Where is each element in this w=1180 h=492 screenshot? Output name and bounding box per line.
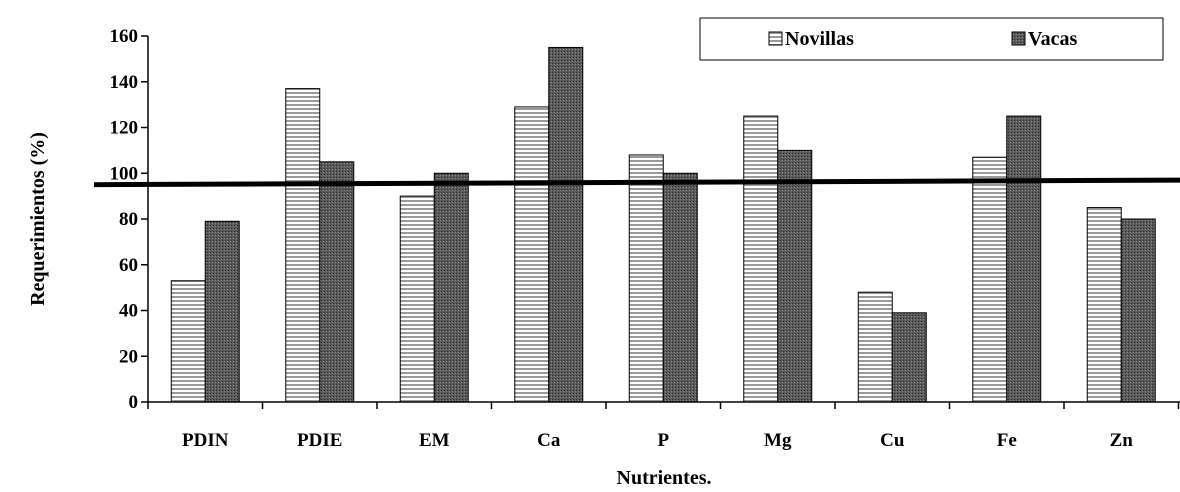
bar-novillas-pdie: [285, 88, 321, 403]
bar-vacas-mg: [777, 149, 813, 403]
x-tick-label: Fe: [997, 430, 1017, 451]
bar-novillas-em: [399, 195, 435, 403]
bar-novillas-cu: [857, 291, 893, 403]
bar-novillas-pdin: [170, 280, 206, 403]
legend: Novillas Vacas: [699, 17, 1164, 61]
y-axis-title: Requerimientos (%): [27, 132, 49, 306]
x-tick-label: EM: [419, 430, 450, 451]
x-tick-label: P: [657, 430, 669, 451]
x-tick-label: Ca: [537, 430, 561, 451]
x-tick-label: Mg: [764, 430, 792, 451]
bar-vacas-p: [662, 172, 698, 403]
x-axis-title: Nutrientes.: [617, 467, 712, 489]
bar-vacas-ca: [548, 46, 584, 403]
bar-novillas-p: [628, 154, 664, 403]
bars-layer: [170, 46, 1156, 403]
bar-vacas-pdie: [319, 161, 355, 403]
y-tick-label: 0: [129, 392, 139, 413]
x-tick-label: Cu: [880, 430, 905, 451]
bar-vacas-pdin: [204, 220, 240, 403]
bar-vacas-zn: [1120, 218, 1156, 403]
legend-swatch-vacas: [1011, 31, 1026, 46]
y-tick-label: 20: [119, 346, 138, 367]
legend-label-vacas: Vacas: [1028, 28, 1077, 50]
y-tick-label: 40: [119, 301, 138, 322]
bar-novillas-fe: [972, 156, 1008, 403]
y-tick-label: 80: [119, 209, 138, 230]
y-ticks-layer: 0 20 40 60 80 100 120 140 160: [110, 26, 148, 413]
reference-line: [93, 177, 1180, 188]
bar-vacas-fe: [1006, 115, 1042, 403]
legend-label-novillas: Novillas: [785, 28, 854, 50]
x-tick-label: PDIN: [182, 430, 229, 451]
bar-vacas-cu: [891, 312, 927, 403]
x-tick-label: PDIE: [297, 430, 342, 451]
bar-novillas-mg: [743, 115, 779, 403]
bar-vacas-em: [433, 172, 469, 403]
y-tick-label: 60: [119, 255, 138, 276]
y-tick-label: 120: [110, 118, 139, 139]
x-ticks-layer: PDIN PDIE EM Ca P Mg Cu Fe Zn: [147, 402, 1180, 451]
bar-novillas-zn: [1086, 207, 1122, 403]
bar-novillas-ca: [514, 106, 550, 403]
legend-swatch-novillas: [768, 31, 783, 46]
plot-area: 0 20 40 60 80 100 120 140 160 PDIN PDIE EM Ca P Mg Cu F…: [93, 26, 1180, 451]
y-tick-label: 140: [110, 72, 139, 93]
y-tick-label: 160: [110, 26, 139, 47]
x-tick-label: Zn: [1110, 430, 1134, 451]
y-tick-label: 100: [110, 163, 139, 184]
